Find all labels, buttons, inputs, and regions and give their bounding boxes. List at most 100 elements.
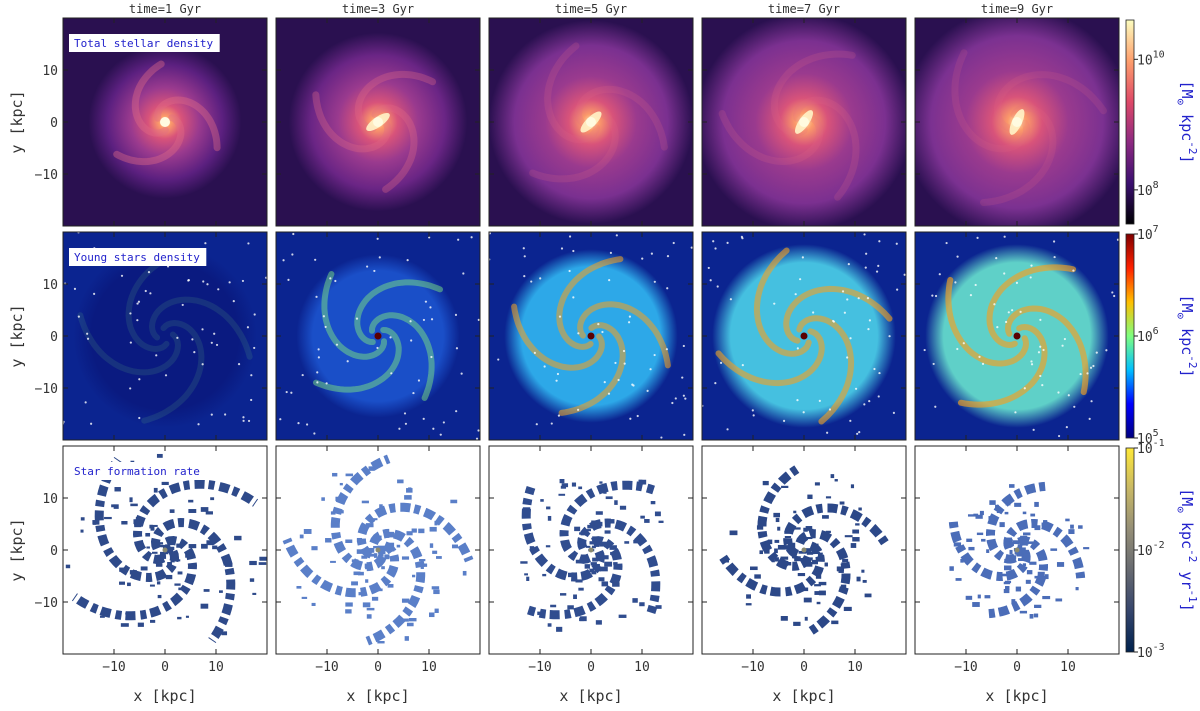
sfr-patch (771, 557, 775, 563)
speckle (572, 249, 575, 253)
speckle (934, 294, 938, 298)
sfr-patch (259, 556, 267, 561)
sfr-patch (550, 612, 558, 617)
sfr-patch (1014, 502, 1022, 507)
speckle (978, 355, 981, 358)
colorbar-tick-label: 105 (1137, 428, 1159, 447)
sfr-patch (783, 545, 791, 550)
sfr-patch (638, 479, 647, 485)
sfr-patch (842, 558, 849, 563)
speckle (857, 297, 860, 300)
sfr-patch (814, 591, 821, 595)
sfr-patch (157, 594, 162, 599)
speckle (155, 354, 158, 357)
spiral-arm (558, 322, 626, 416)
sfr-patch (80, 529, 84, 533)
colorbar-unit-label: [M⊙ kpc-2] (1174, 80, 1199, 163)
speckle (665, 348, 668, 351)
y-tick-label: 10 (42, 278, 58, 293)
sfr-patch (852, 537, 860, 542)
sfr-patch (989, 500, 996, 505)
sfr-patch (152, 524, 158, 527)
sfr-patch (658, 520, 664, 523)
x-tick-label: 10 (208, 660, 224, 675)
speckle (322, 315, 325, 318)
sfr-arm (757, 464, 813, 571)
speckle (843, 311, 846, 314)
speckle (224, 413, 227, 416)
speckle (378, 256, 381, 259)
sfr-patch (607, 519, 615, 524)
speckle (878, 371, 881, 375)
colorbar-gradient (1125, 19, 1135, 225)
speckle (84, 401, 87, 404)
speckle (390, 372, 393, 375)
speckle (608, 279, 611, 282)
sfr-patch (1011, 555, 1017, 560)
sfr-patch (589, 541, 597, 545)
sfr-patch (995, 504, 999, 510)
sfr-patch (345, 539, 353, 543)
sfr-patch (972, 602, 980, 607)
speckle (646, 389, 649, 392)
x-tick-label: 0 (800, 660, 808, 675)
speckle (442, 421, 445, 424)
sfr-patch (402, 618, 409, 622)
sfr-patch (330, 560, 336, 563)
sfr-patch (546, 506, 551, 510)
sfr-patch (836, 567, 845, 572)
speckle (325, 382, 328, 385)
sfr-patch (127, 582, 131, 587)
speckle (93, 292, 96, 296)
speckle (864, 266, 867, 269)
sfr-patch (784, 531, 792, 534)
speckle (1042, 348, 1045, 352)
speckle (217, 288, 220, 291)
sfr-patch (838, 570, 844, 573)
speckle (1037, 351, 1041, 354)
sfr-patch (825, 496, 832, 499)
sfr-patch (249, 560, 257, 566)
galaxy-core (1013, 332, 1021, 340)
sfr-patch (850, 484, 855, 489)
speckle (477, 318, 480, 322)
sfr-patch (1022, 563, 1027, 567)
sfr-patch (794, 556, 801, 562)
sfr-patch (839, 501, 845, 505)
sfr-patch (176, 543, 183, 548)
sfr-patch (567, 572, 576, 578)
sfr-patch (321, 497, 325, 501)
speckle (1095, 351, 1098, 354)
sfr-patch (104, 516, 112, 520)
sfr-patch (604, 530, 611, 534)
sfr-patch (955, 578, 962, 581)
sfr-patch (855, 523, 860, 526)
sfr-patch (432, 550, 438, 554)
spiral-arm (1004, 305, 1089, 396)
speckle (316, 371, 319, 374)
colorbar-tick-label: 1010 (1137, 49, 1165, 68)
sfr-patch (816, 601, 821, 605)
sfr-patch (146, 546, 150, 549)
sfr-patch (784, 536, 792, 539)
sfr-patch (325, 538, 332, 543)
sfr-patch (121, 520, 128, 525)
sfr-patch (1009, 484, 1015, 488)
x-tick-label: 0 (161, 660, 169, 675)
sfr-patch (1019, 547, 1026, 551)
sfr-patch (759, 550, 764, 555)
panel-r1-t3 (275, 17, 481, 227)
sfr-patch (372, 518, 378, 521)
colorbar-tick-label: 107 (1137, 224, 1159, 243)
sfr-patch (559, 593, 567, 596)
speckle (1113, 294, 1116, 298)
x-tick-label: 0 (374, 660, 382, 675)
panel-r3-t9 (914, 445, 1120, 655)
y-tick-label: 0 (50, 330, 58, 345)
sfr-patch (856, 576, 861, 582)
sfr-patch (1033, 613, 1039, 618)
sfr-patch (145, 532, 151, 537)
sfr-patch (99, 615, 105, 618)
sfr-patch (408, 617, 417, 622)
spiral-arm (556, 256, 624, 350)
